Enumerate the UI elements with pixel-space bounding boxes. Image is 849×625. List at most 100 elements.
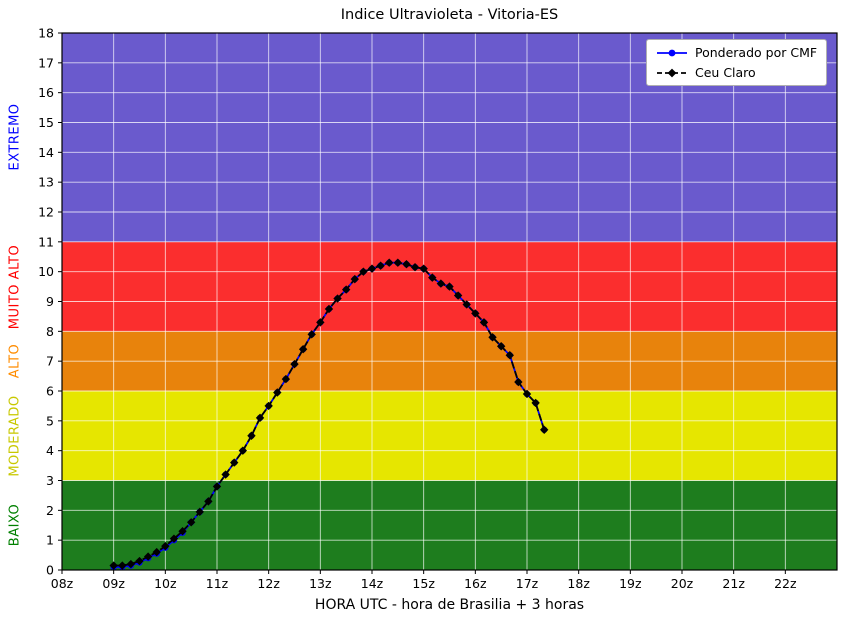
x-tick-label: 13z (309, 576, 332, 591)
band-label-moderado: MODERADO (7, 395, 23, 477)
series-marker-diamond (238, 446, 248, 455)
series-marker-diamond (531, 398, 540, 408)
series-marker-diamond (402, 260, 411, 269)
series-marker-diamond (436, 279, 446, 288)
series-marker-diamond (169, 534, 179, 543)
series-marker-diamond (118, 561, 127, 570)
band-label-extremo: EXTREMO (7, 103, 23, 171)
x-tick-label: 10z (154, 576, 177, 591)
series-marker-diamond (273, 388, 282, 397)
series-marker-diamond (540, 425, 549, 434)
y-tick-label: 1 (46, 533, 54, 548)
y-tick-label: 16 (38, 85, 54, 100)
y-tick-label: 5 (46, 413, 54, 428)
band-label-muito-alto: MUITO ALTO (7, 244, 23, 329)
y-tick-label: 4 (46, 443, 54, 458)
legend: Ponderado por CMF Ceu Claro (646, 39, 828, 86)
y-tick-label: 14 (38, 145, 54, 160)
band-moderado (62, 391, 837, 481)
series-marker-diamond (359, 267, 368, 276)
legend-entry-ponderado-por-cmf: Ponderado por CMF (656, 45, 817, 60)
series-marker-diamond (393, 258, 403, 267)
legend-entry-ceu-claro: Ceu Claro (656, 65, 817, 80)
x-tick-label: 20z (671, 576, 694, 591)
legend-label: Ceu Claro (695, 65, 756, 80)
series-marker-diamond (195, 507, 204, 517)
x-tick-label: 12z (257, 576, 280, 591)
series-marker-diamond (298, 345, 308, 354)
series-marker-diamond (161, 541, 170, 551)
y-tick-label: 11 (38, 234, 54, 249)
series-marker-diamond (453, 291, 463, 300)
series-marker-diamond (324, 304, 334, 314)
series-marker-diamond (135, 556, 144, 566)
series-marker-diamond (514, 377, 523, 387)
x-tick-label: 21z (722, 576, 745, 591)
band-label-baixo: BAIXO (7, 504, 23, 547)
x-tick-label: 22z (774, 576, 797, 591)
series-marker-diamond (316, 318, 325, 327)
series-marker-diamond (505, 351, 514, 360)
band-label-alto: ALTO (7, 343, 23, 379)
series-marker-diamond (212, 482, 222, 491)
x-tick-label: 15z (412, 576, 435, 591)
x-axis-label: HORA UTC - hora de Brasilia + 3 horas (314, 597, 585, 613)
legend-label: Ponderado por CMF (695, 45, 818, 60)
series-marker-diamond (376, 261, 385, 270)
x-tick-label: 08z (51, 576, 74, 591)
series-marker-diamond (445, 282, 454, 291)
x-tick-label: 09z (102, 576, 125, 591)
series-marker-diamond (143, 552, 153, 561)
x-tick-label: 17z (516, 576, 539, 591)
series-marker-diamond (471, 309, 480, 318)
y-tick-label: 0 (46, 563, 54, 578)
x-tick-label: 11z (206, 576, 229, 591)
series-marker-diamond (152, 547, 161, 557)
series-marker-diamond (333, 294, 342, 303)
x-tick-label: 18z (567, 576, 590, 591)
legend-line-diamond-icon (657, 68, 687, 77)
series-marker-diamond (462, 300, 471, 309)
y-tick-label: 13 (38, 175, 54, 190)
y-tick-label: 10 (38, 264, 54, 279)
series-marker-diamond (178, 527, 187, 536)
series-marker-diamond (126, 559, 136, 569)
y-tick-label: 18 (38, 26, 54, 41)
y-tick-label: 9 (46, 294, 54, 309)
series-marker-diamond (230, 458, 239, 467)
series-marker-diamond (419, 264, 428, 273)
series-marker-diamond (186, 518, 196, 527)
series-marker-diamond (281, 374, 291, 384)
y-tick-label: 17 (38, 55, 54, 70)
chart-title: Indice Ultravioleta - Vitoria-ES (340, 7, 559, 23)
x-tick-label: 19z (619, 576, 642, 591)
series-marker-diamond (109, 561, 118, 570)
y-tick-label: 8 (46, 324, 54, 339)
series-marker-diamond (290, 359, 299, 369)
series-marker-diamond (255, 413, 265, 423)
band-baixo (62, 480, 837, 570)
series-marker-diamond (221, 470, 230, 479)
series-marker-diamond (385, 258, 394, 267)
x-tick-label: 14z (361, 576, 384, 591)
y-tick-label: 12 (38, 205, 54, 220)
series-marker-diamond (410, 262, 420, 272)
legend-line-circle-icon (657, 49, 687, 56)
y-tick-label: 15 (38, 115, 54, 130)
x-tick-label: 16z (464, 576, 487, 591)
series-marker-diamond (522, 389, 532, 399)
y-tick-label: 6 (46, 384, 54, 399)
series-marker-diamond (247, 431, 256, 440)
series-marker-diamond (479, 318, 489, 327)
series-marker-diamond (204, 497, 213, 506)
series-marker-diamond (428, 273, 437, 282)
series-marker-diamond (350, 274, 359, 284)
y-tick-label: 7 (46, 354, 54, 369)
y-tick-label: 3 (46, 473, 54, 488)
series-marker-diamond (496, 342, 506, 351)
series-marker-diamond (367, 264, 377, 273)
series-marker-diamond (264, 401, 273, 411)
series-marker-diamond (488, 333, 497, 342)
